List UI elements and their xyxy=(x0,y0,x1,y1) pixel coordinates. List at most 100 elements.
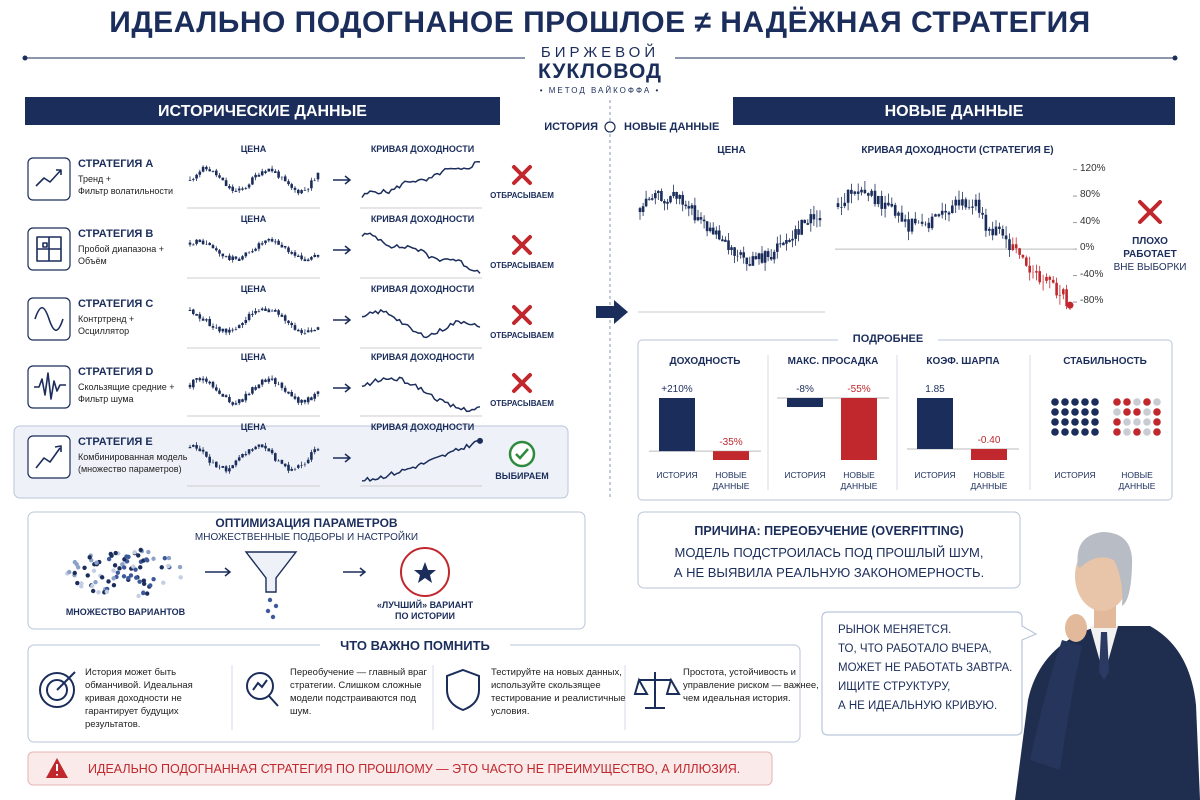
cross-icon xyxy=(512,165,532,185)
variant-dot xyxy=(144,591,150,596)
variant-dot xyxy=(151,576,156,582)
stability-dot xyxy=(1091,418,1099,426)
y-tick-label: -80% xyxy=(1080,295,1104,307)
stability-dot xyxy=(1091,398,1099,406)
optimization-title: ОПТИМИЗАЦИЯ ПАРАМЕТРОВ xyxy=(215,516,398,530)
chart-label: КРИВАЯ ДОХОДНОСТИ xyxy=(370,422,475,432)
category-label: ИСТОРИЯ xyxy=(656,470,698,480)
speech-bubble xyxy=(821,611,1038,736)
stability-dot xyxy=(1113,428,1121,436)
metric-bar xyxy=(841,398,877,460)
arrow xyxy=(333,453,352,463)
variant-dot xyxy=(136,593,141,599)
equity-curve xyxy=(361,308,481,339)
metric-bar xyxy=(971,448,1007,460)
stability-dot xyxy=(1143,428,1151,436)
stability-dot xyxy=(1091,428,1099,436)
category-label: ИСТОРИЯ xyxy=(784,470,826,480)
metric-title: СТАБИЛЬНОСТЬ xyxy=(1063,356,1147,367)
arrow xyxy=(333,245,352,255)
candle-bodies xyxy=(188,239,320,262)
value-label: -8% xyxy=(796,384,814,395)
verdict: ОТБРАСЫВАЕМ xyxy=(490,261,554,270)
stability-dot xyxy=(1153,418,1161,426)
stability-dot xyxy=(1123,408,1131,416)
variant-dot xyxy=(141,590,146,596)
variant-dot xyxy=(90,588,96,594)
chart-label: КРИВАЯ ДОХОДНОСТИ xyxy=(370,214,475,224)
section-title: ИСТОРИЧЕСКИЕ ДАННЫЕ xyxy=(158,103,367,120)
y-tick-label: -40% xyxy=(1080,268,1104,280)
verdict: ВЫБИРАЕМ xyxy=(495,471,549,481)
hair xyxy=(1077,532,1133,606)
variant-dot xyxy=(141,581,147,586)
metric-bar xyxy=(659,398,695,452)
variant-dot xyxy=(93,579,98,585)
check-icon xyxy=(515,448,529,460)
variant-dot xyxy=(177,564,183,570)
stability-dot xyxy=(1143,408,1151,416)
chart-label: ЦЕНА xyxy=(240,284,267,294)
variant-dot xyxy=(126,575,131,581)
optimization-box xyxy=(27,511,586,630)
variant-dot xyxy=(124,554,129,559)
variant-dot xyxy=(166,563,171,569)
variant-dot xyxy=(128,573,134,578)
candle-wicks xyxy=(189,237,319,263)
details-title: ПОДРОБНЕЕ xyxy=(852,333,924,345)
variant-dot xyxy=(75,580,80,586)
stability-dot xyxy=(1051,398,1059,406)
arrow xyxy=(333,175,352,185)
stability-dot xyxy=(1153,398,1161,406)
big-arrow xyxy=(596,300,628,324)
remember-text: Переобучение — главный враг стратегии. С… xyxy=(290,667,428,717)
funnel-dot xyxy=(267,597,273,603)
variant-dot xyxy=(159,565,164,570)
funnel-dot xyxy=(270,614,276,620)
title: ИДЕАЛЬНО ПОДОГНАНОЕ ПРОШЛОЕ ≠ НАДЁЖНАЯ С… xyxy=(109,6,1091,39)
candle-bodies xyxy=(188,378,320,405)
strategy-name: СТРАТЕГИЯ E xyxy=(78,436,153,448)
variant-dot xyxy=(115,570,121,575)
chart-label: КРИВАЯ ДОХОДНОСТИ (СТРАТЕГИЯ E) xyxy=(861,145,1054,156)
star xyxy=(414,562,436,583)
chart-label: КРИВАЯ ДОХОДНОСТИ xyxy=(370,352,475,362)
variant-dot xyxy=(148,583,153,588)
cross-icon xyxy=(1138,200,1162,224)
equity-curve xyxy=(361,376,481,413)
strategy-icon xyxy=(35,445,62,469)
variant-dot xyxy=(106,556,112,562)
reason-text: МОДЕЛЬ ПОДСТРОИЛАСЬ ПОД ПРОШЛЫЙ ШУМ, xyxy=(674,545,984,560)
selected-row xyxy=(13,425,569,499)
metric-bar xyxy=(713,451,749,460)
variant-dot xyxy=(112,563,118,568)
strategy-icon xyxy=(36,236,62,262)
strategy-name: СТРАТЕГИЯ C xyxy=(78,298,154,310)
stability-dot xyxy=(1153,428,1161,436)
stability-dot xyxy=(1081,398,1089,406)
stability-dot xyxy=(1061,398,1069,406)
strategy-description: Контртренд + xyxy=(78,314,135,324)
equity-curve xyxy=(361,232,481,274)
variant-dot xyxy=(104,589,110,594)
verdict-note: ВНЕ ВЫБОРКИ xyxy=(1113,262,1187,273)
funnel xyxy=(244,551,298,593)
variant-dot xyxy=(106,579,111,584)
curve-end xyxy=(1066,301,1074,309)
funnel-dot xyxy=(265,608,271,614)
remember-icon xyxy=(246,672,279,707)
candle-bodies xyxy=(1011,244,1072,307)
stability-dot xyxy=(1051,408,1059,416)
category-label: НОВЫЕ ДАННЫЕ xyxy=(712,470,750,491)
candle-wicks xyxy=(639,184,821,271)
value-label: -55% xyxy=(847,384,871,395)
verdict: ОТБРАСЫВАЕМ xyxy=(490,399,554,408)
y-tick-label: 40% xyxy=(1080,215,1101,227)
divider-dot xyxy=(22,55,28,61)
variant-dot xyxy=(132,550,137,555)
best-label: «ЛУЧШИЙ» ВАРИАНТ ПО ИСТОРИИ xyxy=(376,600,474,621)
stability-dot xyxy=(1143,398,1151,406)
stability-dot xyxy=(1081,418,1089,426)
variant-dot xyxy=(136,553,141,558)
stability-dot xyxy=(1133,418,1141,426)
